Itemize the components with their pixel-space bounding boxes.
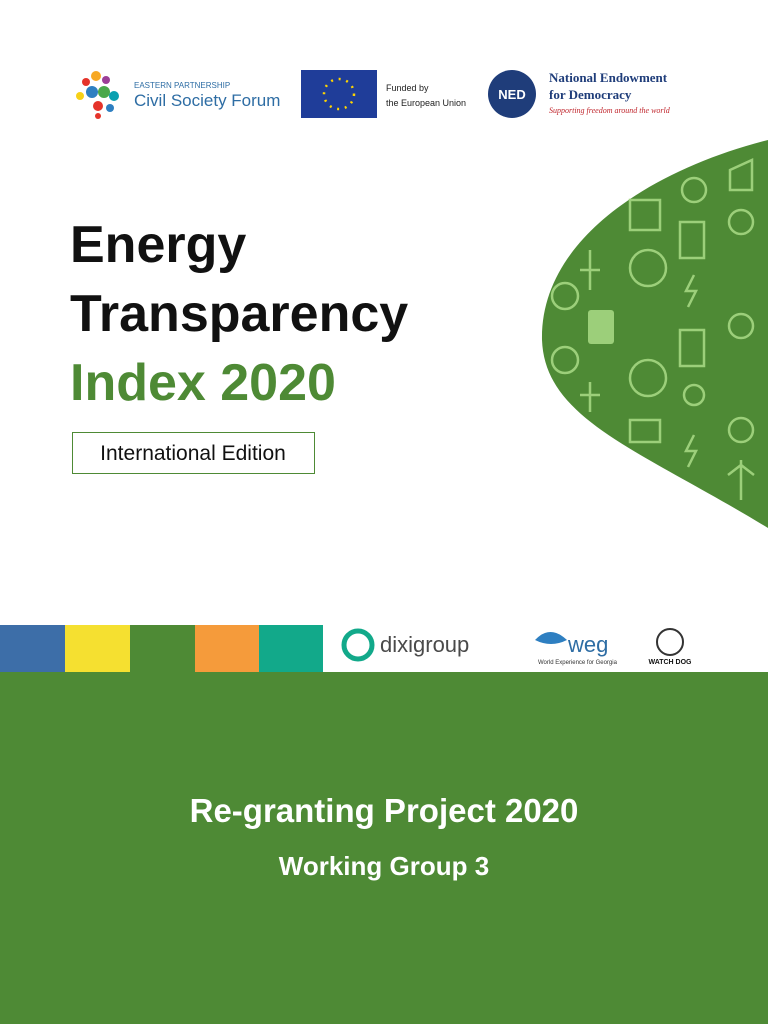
color-stripe [0,625,323,672]
ned-line1: National Endowment [549,70,668,85]
eu-line1: Funded by [386,83,429,93]
eu-line2: the European Union [386,98,466,108]
energy-leaf [541,140,768,528]
title-line1: Energy [70,216,246,274]
weg-logo: weg [567,632,608,657]
ned-line2: for Democracy [549,87,632,102]
working-group: Working Group 3 [279,851,489,881]
title-line2: Transparency [70,285,408,343]
ned-logo: NED National Endowment for Democracy Sup… [488,70,671,118]
eap-logo: EASTERN PARTNERSHIP Civil Society Forum [76,71,280,119]
eu-logo: Funded by the European Union [301,70,466,118]
project-title: Re-granting Project 2020 [190,792,579,829]
dixi-logo: dixigroup [380,632,469,657]
ned-badge: NED [498,87,525,102]
partner-logos: dixigroup weg World Experience for Georg… [341,628,692,666]
edition: International Edition [100,442,286,465]
weg-sub: World Experience for Georgia [538,660,618,666]
eap-name: Civil Society Forum [134,91,280,110]
edition-box [72,432,315,474]
ned-tagline: Supporting freedom around the world [549,106,671,115]
eap-small: EASTERN PARTNERSHIP [134,81,230,90]
watchdog-logo: WATCH DOG [648,659,692,666]
title-line3: Index 2020 [70,354,336,412]
footer-panel [0,672,768,1024]
